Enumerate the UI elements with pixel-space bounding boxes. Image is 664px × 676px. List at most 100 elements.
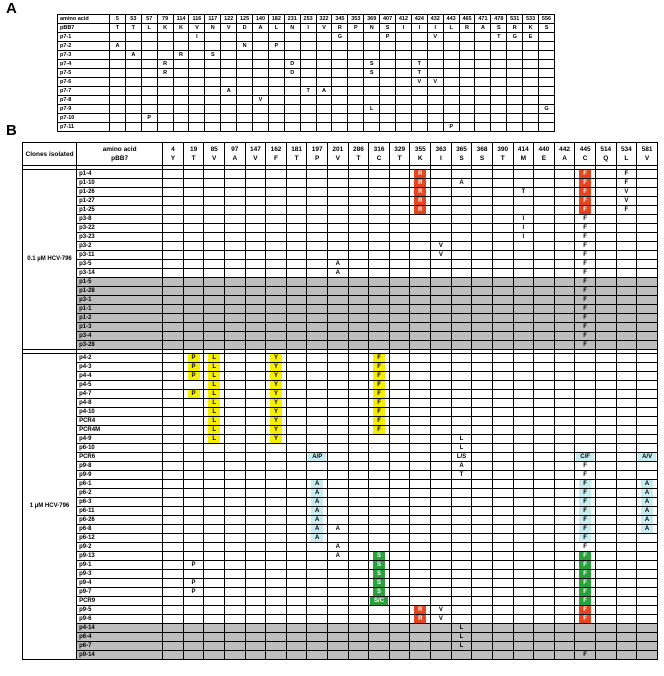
mutation-cell (636, 286, 658, 296)
mutation-cell (409, 569, 432, 579)
position-number: 534 (620, 146, 632, 153)
mutation-cell (347, 50, 365, 60)
mutation-cell (594, 533, 617, 543)
mutation-cell (223, 560, 246, 570)
mutation-cell (450, 362, 473, 372)
clone-label: p7-1 (57, 32, 110, 42)
panel-a-position: 353 (347, 14, 365, 24)
panel-a-position: 114 (172, 14, 190, 24)
mutation-cell (156, 41, 174, 51)
mutation-cell (285, 277, 308, 287)
mutation-cell (368, 322, 390, 332)
mutation-cell (182, 169, 205, 179)
mutation-cell (471, 259, 493, 269)
mutation-cell: Y (265, 416, 287, 426)
mutation-cell (615, 259, 638, 269)
mutation-cell (327, 205, 349, 215)
mutation-cell (409, 515, 432, 525)
mutation-cell (594, 178, 617, 188)
clone-label: p4-7 (76, 389, 164, 399)
mutation-cell: F (574, 605, 596, 615)
mutation-cell (203, 623, 225, 633)
mutation-cell (594, 205, 617, 215)
mutation-cell (306, 259, 329, 269)
mutation-cell (553, 322, 576, 332)
mutation-cell (182, 380, 205, 390)
mutation-cell (327, 533, 349, 543)
mutation-cell (430, 569, 452, 579)
mutation-cell (410, 50, 428, 60)
mutation-cell (490, 77, 508, 87)
mutation-cell (285, 452, 308, 462)
mutation-cell (315, 68, 333, 78)
mutation-cell: A (109, 41, 126, 51)
mutation-cell (636, 470, 658, 480)
mutation-cell (162, 461, 184, 471)
mutation-cell (512, 331, 535, 341)
mutation-cell (636, 187, 658, 197)
clone-label: p6-3 (76, 497, 164, 507)
mutation-cell (306, 380, 329, 390)
mutation-cell (162, 434, 184, 444)
mutation-cell (223, 434, 246, 444)
clone-label: p4-14 (76, 623, 164, 633)
mutation-cell (450, 407, 473, 417)
mutation-cell (162, 268, 184, 278)
mutation-cell (512, 313, 535, 323)
panel-a-ref-residue: A (252, 23, 269, 33)
mutation-cell (244, 614, 267, 624)
mutation-cell (220, 59, 238, 69)
mutation-cell: L (450, 641, 473, 651)
mutation-cell (285, 380, 308, 390)
mutation-cell (388, 605, 411, 615)
mutation-cell (109, 50, 126, 60)
position-header: 445 C (574, 142, 596, 166)
mutation-cell (244, 632, 267, 642)
mutation-cell (265, 470, 287, 480)
mutation-cell (285, 214, 308, 224)
mutation-cell (162, 497, 184, 507)
mutation-cell (265, 340, 287, 350)
mutation-cell (162, 304, 184, 314)
mutation-cell (244, 560, 267, 570)
mutation-cell (285, 632, 308, 642)
mutation-cell (299, 50, 317, 60)
clone-label: p9-13 (76, 551, 164, 561)
mutation-cell (491, 596, 514, 606)
mutation-cell: V (430, 250, 452, 260)
clone-row: p4-5 L Y F (23, 380, 658, 390)
mutation-cell (315, 59, 333, 69)
mutation-cell (267, 95, 285, 105)
mutation-cell (553, 250, 576, 260)
mutation-cell (388, 286, 411, 296)
mutation-cell (442, 59, 460, 69)
mutation-cell (636, 425, 658, 435)
mutation-cell (430, 470, 452, 480)
mutation-cell (244, 250, 267, 260)
mutation-cell (244, 443, 267, 453)
mutation-cell (347, 178, 370, 188)
mutation-cell (388, 641, 411, 651)
mutation-cell (522, 77, 540, 87)
col-aa-header: amino acid pBB7 (76, 142, 164, 166)
mutation-cell (223, 650, 246, 660)
mutation-cell (223, 205, 246, 215)
mutation-cell: F (574, 286, 596, 296)
mutation-cell (244, 169, 267, 179)
mutation-mark: Y (270, 363, 282, 371)
mutation-cell: T (299, 86, 317, 96)
mutation-cell (636, 623, 658, 633)
mutation-cell (379, 95, 397, 105)
mutation-cell (471, 497, 493, 507)
clone-row: p3-4 F (23, 331, 658, 341)
mutation-cell (368, 340, 390, 350)
clone-label: p6-7 (76, 641, 164, 651)
mutation-cell (188, 104, 206, 114)
mutation-cell (615, 641, 638, 651)
mutation-cell (512, 497, 535, 507)
mutation-cell (285, 340, 308, 350)
mutation-cell (172, 77, 190, 87)
mutation-cell (388, 515, 411, 525)
mutation-cell (553, 214, 576, 224)
